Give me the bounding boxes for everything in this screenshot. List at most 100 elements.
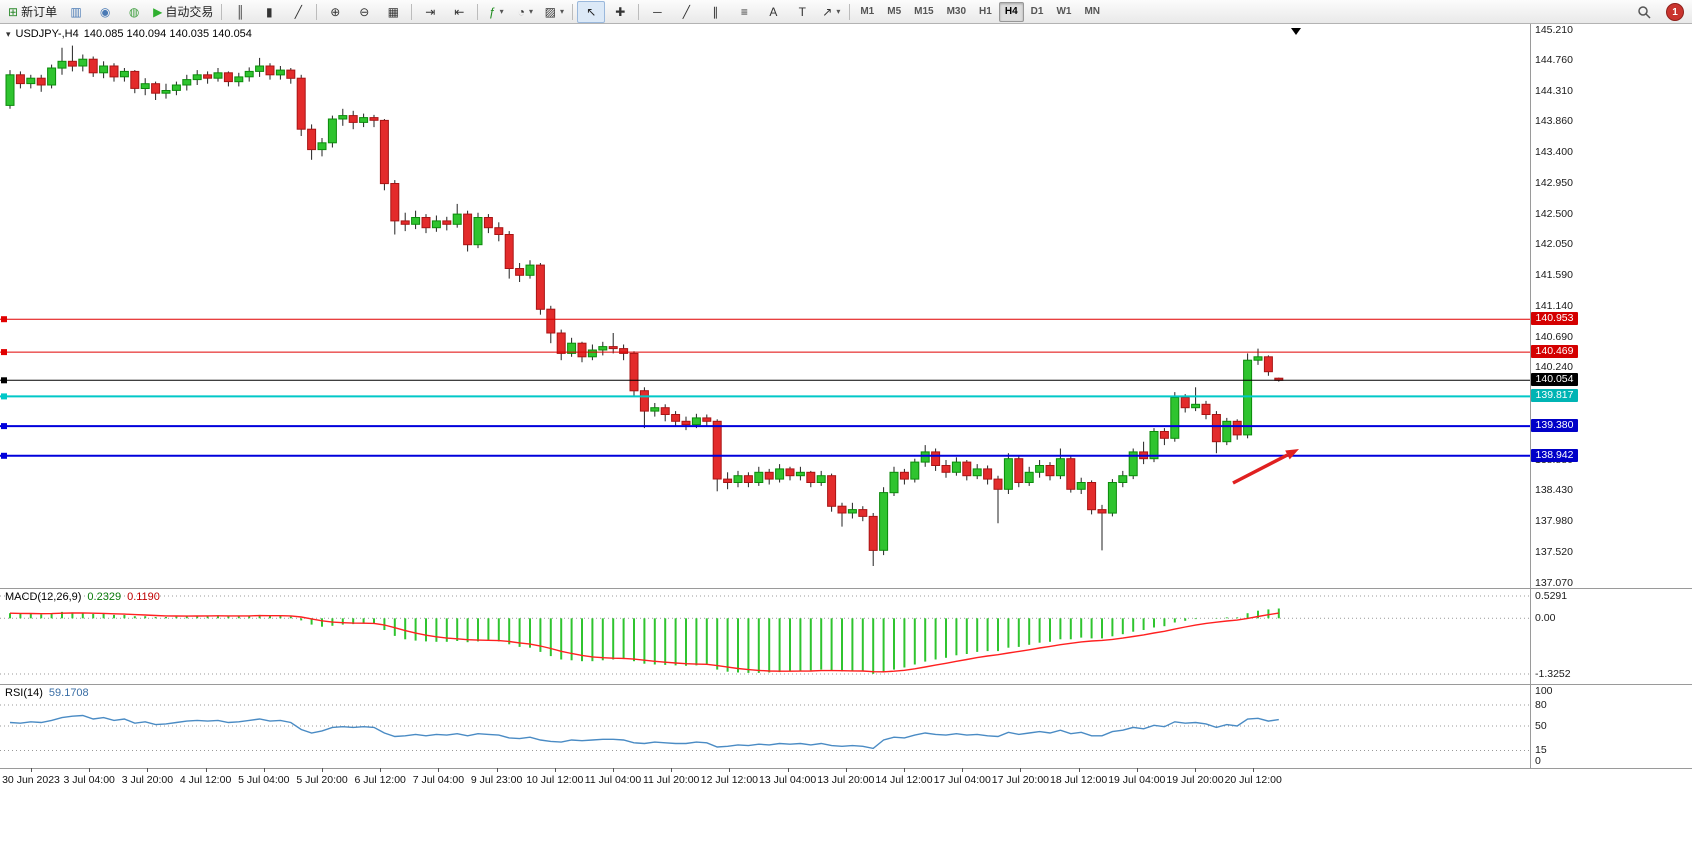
support-line-blue-1-anchor[interactable] <box>1 423 7 430</box>
time-axis-label: 19 Jul 20:00 <box>1166 774 1224 786</box>
macd-axis-label: 0.5291 <box>1535 589 1568 602</box>
timeframe-m15-button[interactable]: M15 <box>914 6 934 17</box>
candle-bullish <box>182 79 192 86</box>
candle-bearish <box>743 475 753 484</box>
channel-tool-button[interactable]: ∥ <box>701 1 729 23</box>
candle-bullish <box>161 90 171 94</box>
timeframe-m30-button[interactable]: M30 <box>946 6 967 17</box>
bar-chart-button[interactable]: ║ <box>226 1 254 23</box>
trendline-tool-button[interactable]: ╱ <box>672 1 700 23</box>
tile-windows-button[interactable]: ▦ <box>379 1 407 23</box>
candle-bullish <box>775 468 785 480</box>
label-tool-button[interactable]: T <box>788 1 816 23</box>
candle-bullish <box>171 84 181 91</box>
candle-bullish <box>1024 471 1034 483</box>
zoom-out-button[interactable]: ⊖ <box>350 1 378 23</box>
new-order-button[interactable]: ⊞ 新订单 <box>4 1 61 23</box>
candle-bearish <box>1263 356 1273 373</box>
candle-bearish <box>868 515 878 551</box>
hline-tool-button[interactable]: ─ <box>643 1 671 23</box>
candle-bullish <box>338 115 348 120</box>
terminal-button[interactable]: ◍ <box>120 1 148 23</box>
cursor-button[interactable]: ↖ <box>577 0 606 23</box>
time-axis-label: 5 Jul 20:00 <box>296 774 348 786</box>
chart-plot-area[interactable] <box>0 24 1530 588</box>
time-axis-tick <box>380 768 382 772</box>
toolbar-main: ⊞ 新订单 ▥ ◉ ◍ ▶ 自动交易 ║ ▮ ╱ ⊕ ⊖ ▦ ⇥ ⇤ ƒ ▾ ◔ ▾ ▨ ▾ ↖ ✚ ─ ╱ ∥ ≡ A T ↗ ▾ M1 M5… <box>4 0 1106 23</box>
trend-arrow-line[interactable] <box>1232 453 1289 485</box>
resistance-line-1-anchor[interactable] <box>1 316 7 323</box>
rsi-panel[interactable] <box>0 685 1530 767</box>
candle-bullish <box>1253 356 1263 361</box>
autotrading-button[interactable]: ▶ 自动交易 <box>149 1 217 23</box>
navigator-button[interactable]: ◉ <box>91 1 119 23</box>
time-axis-label: 4 Jul 12:00 <box>179 774 232 786</box>
timeframe-h4-button[interactable]: H4 <box>998 1 1024 22</box>
candle-bearish <box>67 60 77 67</box>
tile-windows-icon: ▦ <box>387 4 399 19</box>
timeframe-d1-button[interactable]: D1 <box>1030 6 1044 17</box>
timeframe-w1-button[interactable]: W1 <box>1056 6 1072 17</box>
price-axis-label: 140.690 <box>1535 330 1573 343</box>
candle-bearish <box>369 117 379 121</box>
timeframe-m1-button[interactable]: M1 <box>860 6 875 17</box>
candle-bullish <box>650 407 660 412</box>
time-axis[interactable]: 30 Jun 2023 3 Jul 04:00 3 Jul 20:00 4 Jul 1… <box>0 768 1530 798</box>
candle-bearish <box>931 451 941 466</box>
support-line-cyan-anchor[interactable] <box>1 393 7 400</box>
timeframe-h1-button[interactable]: H1 <box>979 6 992 17</box>
macd-panel[interactable] <box>0 589 1530 683</box>
candle-bearish <box>962 461 972 477</box>
notification-badge[interactable]: 1 <box>1666 3 1684 21</box>
candle-bullish <box>140 83 150 90</box>
candle-bearish <box>858 509 868 517</box>
search-button[interactable] <box>1630 1 1658 23</box>
panel-separator[interactable] <box>0 684 1692 685</box>
candle-bearish <box>483 217 493 229</box>
template-icon: ▨ <box>544 4 556 19</box>
macd-axis-label: 0.00 <box>1535 611 1556 624</box>
time-axis-tick <box>845 768 847 772</box>
zoom-in-button[interactable]: ⊕ <box>321 1 349 23</box>
candlestick-button[interactable]: ▮ <box>255 1 283 23</box>
chart-shift-marker[interactable] <box>1291 28 1301 35</box>
timeframe-m5-button[interactable]: M5 <box>887 6 902 17</box>
play-icon: ▶ <box>153 4 163 19</box>
indicators-button[interactable]: ƒ ▾ <box>482 1 510 23</box>
candle-bearish <box>535 264 545 310</box>
text-tool-button[interactable]: A <box>759 1 787 23</box>
new-order-button-label: 新订单 <box>21 5 58 19</box>
symbol-timeframe-label: USDJPY-,H4 <box>15 28 79 40</box>
time-axis-label: 19 Jul 04:00 <box>1108 774 1166 786</box>
time-axis-tick <box>147 768 149 772</box>
candle-bearish <box>1087 482 1097 511</box>
fibonacci-tool-button[interactable]: ≡ <box>730 1 758 23</box>
arrows-tool-button[interactable]: ↗ ▾ <box>817 1 845 23</box>
price-axis-label: 140.240 <box>1535 361 1573 374</box>
price-axis-label: 143.400 <box>1535 146 1573 159</box>
candle-bullish <box>431 220 441 229</box>
resistance-line-2-anchor[interactable] <box>1 349 7 356</box>
line-chart-button[interactable]: ╱ <box>284 1 312 23</box>
templates-button[interactable]: ▨ ▾ <box>540 1 568 23</box>
price-axis-label: 139.340 <box>1535 422 1573 435</box>
candle-bearish <box>1201 403 1211 415</box>
toolbar-separator <box>221 3 223 20</box>
chart-shift-button[interactable]: ⇤ <box>445 1 473 23</box>
bid-price-line-anchor[interactable] <box>1 377 7 384</box>
candle-bullish <box>359 117 369 123</box>
one-click-trading-toggle[interactable]: ▾ <box>6 28 11 39</box>
crosshair-button[interactable]: ✚ <box>606 1 634 23</box>
timeframe-mn-button[interactable]: MN <box>1084 6 1100 17</box>
zoom-in-icon: ⊕ <box>330 4 341 19</box>
time-axis-label: 11 Jul 20:00 <box>642 774 700 786</box>
toolbar-separator <box>638 3 640 20</box>
panel-separator[interactable] <box>0 588 1692 589</box>
periods-button[interactable]: ◔ ▾ <box>511 1 539 23</box>
auto-scroll-button[interactable]: ⇥ <box>416 1 444 23</box>
support-line-blue-2-anchor[interactable] <box>1 452 7 459</box>
new-order-icon: ⊞ <box>8 4 19 19</box>
time-axis-tick <box>31 768 32 772</box>
autotrading-button-label: 自动交易 <box>165 5 214 19</box>
market-watch-button[interactable]: ▥ <box>62 1 90 23</box>
